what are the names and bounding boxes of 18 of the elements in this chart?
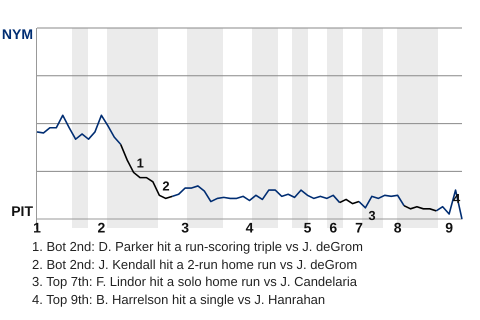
x-tick-label: 9 — [445, 219, 454, 236]
text: NYM — [2, 26, 33, 42]
x-tick-label: 3 — [181, 219, 190, 236]
x-tick-label: 1 — [33, 219, 42, 236]
text: 4. Top 9th: B. Harrelson hit a single vs J. Hanrahan — [32, 290, 326, 308]
annotation: 3 — [368, 208, 376, 223]
text: PIT — [11, 203, 34, 220]
x-tick-label: 2 — [97, 219, 106, 236]
x-tick-label: 8 — [394, 219, 402, 236]
text: 2. Bot 2nd: J. Kendall hit a 2-run home run vs J. deGrom — [32, 256, 358, 273]
annotation: 2 — [162, 178, 170, 194]
annotation: 1 — [136, 156, 144, 171]
text: 1. Bot 2nd: D. Parker hit a run-scoring triple vs J. deGrom — [32, 238, 363, 256]
x-tick-label: 4 — [246, 219, 254, 236]
x-tick-label: 7 — [355, 219, 364, 236]
x-tick-label: 5 — [304, 219, 312, 236]
x-tick-label: 6 — [329, 219, 338, 236]
text: 3. Top 7th: F. Lindor hit a solo home run vs J. Candelaria — [32, 273, 358, 290]
